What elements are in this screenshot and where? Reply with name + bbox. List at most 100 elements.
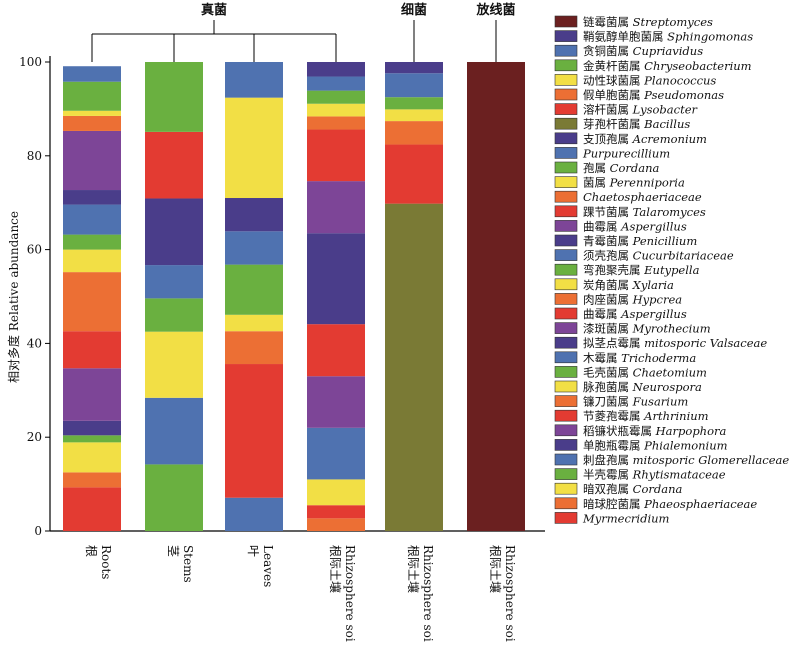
legend-label: 踝节菌属 Talaromyces (583, 205, 706, 219)
legend-swatch (554, 234, 578, 247)
legend-item: 曲霉属 Aspergillus (554, 219, 687, 233)
x-label-cn: 根际土壤 (406, 545, 421, 593)
bar-segment (63, 331, 121, 369)
legend-item: 稻镰状瓶霉属 Harpophora (554, 424, 727, 438)
bar-segment (467, 62, 525, 531)
legend-item: 踝节菌属 Talaromyces (554, 205, 706, 219)
legend-label: 曲霉属 Aspergillus (583, 219, 687, 233)
legend-label: 木霉属 Trichoderma (583, 351, 696, 365)
legend-label: 暗球腔菌属 Phaeosphaeriaceae (583, 497, 757, 511)
bar-segment (145, 298, 203, 332)
bar-segment (307, 324, 365, 377)
bar-segment (63, 115, 121, 131)
bar-segment (307, 376, 365, 428)
legend-label: 漆斑菌属 Myrothecium (583, 322, 711, 336)
bar-segment (225, 364, 283, 498)
legend-label: 肉座菌属 Hypcrea (583, 292, 682, 306)
legend-label: 节菱孢霉属 Arthrinium (583, 409, 709, 423)
bar-segment (385, 62, 443, 74)
legend-swatch (554, 44, 578, 57)
bar-segment (63, 190, 121, 205)
legend-item: 刺盘孢属 mitosporic Glomerellaceae (554, 453, 789, 467)
legend-swatch (554, 468, 578, 480)
legend-swatch (554, 249, 578, 261)
legend-label: 弯孢聚壳属 Eutypella (583, 263, 700, 277)
legend-swatch (554, 351, 578, 364)
x-label-cn: 根际土壤 (328, 545, 343, 593)
bar-segment (63, 204, 121, 235)
legend-label: 链霉菌属 Streptomyces (583, 15, 713, 29)
bar-segment (63, 272, 121, 332)
legend-swatch (554, 380, 578, 393)
x-label-en: Rhizosphere soil (421, 545, 435, 642)
y-tick-label: 60 (27, 243, 42, 257)
bar-segment (63, 435, 121, 443)
x-label-cn: 根 (84, 545, 98, 557)
bar-segment (307, 90, 365, 104)
bar-stack-6 (467, 62, 525, 531)
legend-label: 毛壳菌属 Chaetomium (583, 365, 707, 379)
legend-swatch (554, 161, 578, 174)
bar-segment (145, 198, 203, 266)
legend-label: 动性球菌属 Planococcus (583, 73, 716, 87)
group-label: 细菌 (401, 2, 427, 18)
legend-item: 弯孢聚壳属 Eutypella (554, 263, 700, 277)
x-label-cn: 叶 (246, 545, 260, 557)
legend-label: 稻镰状瓶霉属 Harpophora (583, 424, 727, 438)
legend-swatch (554, 409, 578, 422)
x-label-cn: 茎 (166, 545, 180, 557)
bar-segment (225, 497, 283, 531)
bar-segment (385, 73, 443, 98)
legend-item: 节菱孢霉属 Arthrinium (554, 409, 709, 423)
legend-swatch (554, 482, 578, 495)
bar-segment (145, 397, 203, 465)
y-axis-title: 相对多度 Relative abundance (6, 211, 21, 383)
legend-swatch (554, 88, 578, 101)
legend-item: 暗球腔菌属 Phaeosphaeriaceae (554, 497, 757, 511)
legend-item: 假单胞菌属 Pseudomonas (554, 88, 724, 102)
bar-segment (63, 420, 121, 436)
legend-swatch (554, 395, 578, 407)
y-tick-label: 0 (34, 524, 42, 538)
x-tick-label: 茎 Stems (166, 545, 195, 583)
bar-segment (307, 116, 365, 130)
bar-segment (225, 314, 283, 332)
bar-segment (225, 264, 283, 315)
legend-item: 孢属 Cordana (554, 161, 660, 175)
legend-label: 假单胞菌属 Pseudomonas (583, 88, 724, 102)
legend-item: 链霉菌属 Streptomyces (554, 15, 713, 29)
legend-item: 须壳孢属 Cucurbitariaceae (554, 249, 734, 263)
bar-segment (307, 129, 365, 182)
legend-label: 贪铜菌属 Cupriavidus (583, 44, 703, 58)
x-label-en: Leaves (261, 545, 275, 587)
legend-swatch (554, 59, 578, 72)
bar-segment (385, 97, 443, 110)
legend-item: 贪铜菌属 Cupriavidus (554, 44, 703, 58)
legend-swatch (554, 30, 578, 42)
bar-segment (145, 265, 203, 299)
bar-segment (63, 368, 121, 421)
bar-segment (145, 464, 203, 531)
group-bracket-2: 细菌 (401, 2, 427, 62)
legend-swatch (554, 366, 578, 378)
legend-swatch (554, 176, 578, 188)
x-tick-label: 叶 Leaves (246, 545, 275, 587)
legend-item: 动性球菌属 Planococcus (554, 73, 716, 87)
bar-segment (307, 62, 365, 77)
legend-label: 芽孢杆菌属 Bacillus (583, 117, 690, 131)
bar-segment (307, 427, 365, 480)
bar-segment (385, 203, 443, 531)
bar-segment (225, 331, 283, 365)
legend-item: 单胞瓶霉属 Phialemonium (554, 438, 728, 452)
legend-swatch (554, 293, 578, 305)
legend-swatch (554, 307, 578, 320)
x-tick-label: 根际土壤 Rhizosphere soil (406, 545, 435, 646)
legend-item: 青霉菌属 Penicillium (554, 234, 697, 248)
legend-swatch (554, 190, 578, 203)
bar-segment (225, 231, 283, 265)
legend-swatch (554, 132, 578, 145)
legend-item: 金黄杆菌属 Chryseobacterium (554, 59, 752, 73)
bar-segment (63, 81, 121, 111)
bar-stack-2 (145, 62, 203, 531)
